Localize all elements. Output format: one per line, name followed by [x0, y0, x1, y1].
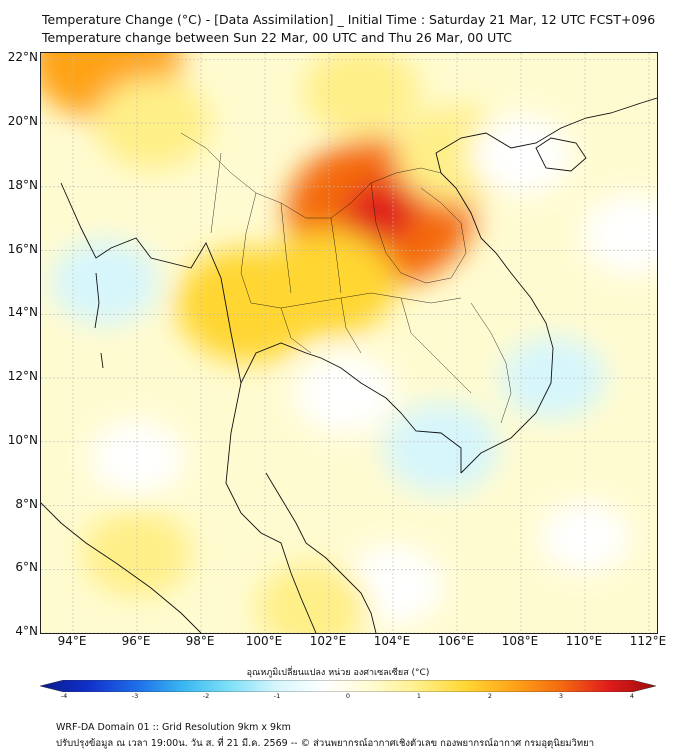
- lat-label: 6°N: [15, 560, 38, 575]
- colorbar-tick-label: 1: [416, 692, 422, 700]
- field-core-0: [346, 182, 415, 243]
- lon-label: 106°E: [437, 634, 475, 648]
- coastline-mainland: [60, 182, 317, 633]
- chart-subtitle: Temperature change between Sun 22 Mar, 0…: [42, 30, 512, 45]
- lon-label: 104°E: [373, 634, 411, 648]
- colorbar-tick-label: -1: [273, 692, 281, 700]
- map-panel: [40, 52, 658, 634]
- colorbar-tick-label: -3: [131, 692, 139, 700]
- colorbar-tick-label: 0: [345, 692, 351, 700]
- lat-label: 4°N: [15, 624, 38, 638]
- lat-label: 8°N: [15, 496, 38, 511]
- field-anomaly-6: [50, 239, 160, 326]
- admin-borders: [180, 132, 512, 424]
- colorbar-tick-label: 2: [487, 692, 493, 700]
- coastline-south-china: [435, 97, 657, 154]
- lat-label: 12°N: [7, 369, 38, 384]
- lat-label: 16°N: [7, 241, 38, 256]
- temperature-change-map: [41, 53, 657, 633]
- hainan-island: [535, 137, 587, 172]
- colorbar-tick-label: 3: [558, 692, 564, 700]
- colorbar-tick-label: -4: [60, 692, 68, 700]
- colorbar-tick-label: 4: [629, 692, 635, 700]
- coastline-gulf-thailand: [240, 342, 462, 473]
- andaman-islands: [94, 272, 104, 369]
- lat-label: 14°N: [7, 305, 38, 320]
- lon-label: 108°E: [501, 634, 539, 648]
- lat-label: 22°N: [7, 50, 38, 65]
- footer-credit: ปรับปรุงข้อมูล ณ เวลา 19:00น. วัน ส. ที่…: [56, 738, 595, 749]
- lon-label: 94°E: [57, 634, 87, 648]
- field-anomaly-4: [303, 53, 419, 138]
- lat-label: 10°N: [7, 432, 38, 447]
- field-anomaly-8: [383, 402, 499, 495]
- lat-label: 18°N: [7, 177, 38, 192]
- colorbar-tick-label: -2: [202, 692, 210, 700]
- field-anomaly-2: [176, 247, 322, 362]
- field-anomaly-14: [256, 562, 370, 633]
- colorbar-gradient: [40, 680, 656, 692]
- colorbar-title: อุณหภูมิเปลี่ยนแปลง หน่วย องศาเซลเซียส (…: [246, 668, 430, 678]
- footer-model-info: WRF-DA Domain 01 :: Grid Resolution 9km …: [56, 722, 291, 733]
- lon-label: 112°E: [629, 634, 667, 648]
- colorbar: [40, 680, 656, 692]
- coastline-indochina-east: [435, 152, 554, 474]
- field-anomaly-18: [41, 154, 97, 219]
- chart-title: Temperature Change (°C) - [Data Assimila…: [42, 12, 656, 27]
- coastline-malay-east: [265, 472, 377, 633]
- coastlines: [41, 97, 657, 633]
- lon-label: 102°E: [309, 634, 347, 648]
- sumatra-coast: [41, 502, 202, 633]
- field-anomaly-7: [294, 353, 396, 435]
- lon-label: 96°E: [121, 634, 151, 648]
- lon-label: 98°E: [185, 634, 215, 648]
- lat-label: 20°N: [7, 114, 38, 129]
- field-anomaly-11: [582, 194, 657, 276]
- lon-label: 100°E: [245, 634, 283, 648]
- lon-label: 110°E: [565, 634, 603, 648]
